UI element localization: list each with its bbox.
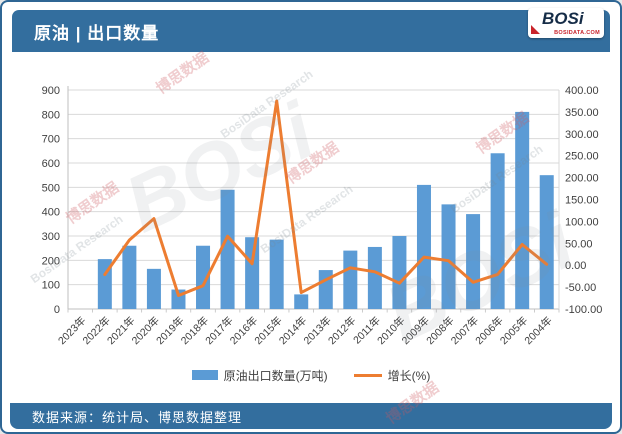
x-label-2012: 2012年: [325, 314, 358, 347]
bar-series-swatch: [191, 370, 218, 380]
y-axis-right-label: -50.00: [565, 282, 596, 294]
bar-2009: [416, 184, 431, 309]
bar-2008: [441, 204, 456, 309]
bar-2014: [294, 294, 309, 309]
y-axis-left-label: 600: [42, 158, 60, 170]
bar-2010: [392, 236, 407, 309]
y-axis-right-label: 400.00: [565, 85, 599, 97]
y-axis-right-label: 200.00: [565, 173, 599, 185]
logo-triangle-icon: [531, 25, 540, 34]
logo-domain: BOSIDATA.COM: [554, 30, 600, 36]
bar-2018: [196, 245, 211, 309]
y-axis-left-label: 400: [42, 207, 60, 219]
page-title: 原油 | 出口数量: [34, 23, 160, 43]
y-axis-left-label: 0: [54, 304, 60, 316]
y-axis-left-label: 700: [42, 134, 60, 146]
title-bar: 原油 | 出口数量: [12, 10, 610, 52]
bar-2004: [539, 175, 554, 309]
bar-2013: [318, 270, 333, 309]
y-axis-right-label: 350.00: [565, 107, 599, 119]
bosi-logo: BOSi BOSIDATA.COM: [528, 8, 604, 38]
y-axis-left-label: 100: [42, 280, 60, 292]
bar-2017: [220, 189, 235, 309]
y-axis-right-label: -100.00: [565, 304, 602, 316]
y-axis-right-label: 0.00: [565, 260, 586, 272]
legend-item-bars: 原油出口数量(万吨): [191, 367, 328, 384]
y-axis-left-label: 200: [42, 255, 60, 267]
y-axis-right-label: 100.00: [565, 216, 599, 228]
bar-series-label: 原油出口数量(万吨): [223, 368, 328, 383]
bar-2021: [122, 245, 137, 309]
bar-2006: [490, 153, 505, 309]
legend-item-line: 增长(%): [353, 367, 431, 384]
bar-2016: [245, 237, 260, 309]
line-series-label: 增长(%): [387, 368, 431, 383]
bar-2012: [343, 250, 358, 309]
data-source-text: 数据来源：统计局、博思数据整理: [32, 409, 243, 425]
y-axis-left-label: 300: [42, 231, 60, 243]
bar-2005: [515, 111, 530, 310]
line-series-swatch: [353, 373, 382, 377]
bar-2007: [466, 214, 481, 309]
chart-legend: 原油出口数量(万吨) 增长(%): [2, 366, 620, 384]
y-axis-right-label: 50.00: [565, 238, 593, 250]
x-label-2004: 2004年: [522, 314, 555, 347]
source-bar: 数据来源：统计局、博思数据整理: [10, 403, 612, 429]
growth-line: [103, 99, 549, 297]
bar-2011: [367, 246, 382, 309]
y-axis-right-label: 300.00: [565, 129, 599, 141]
bar-2020: [146, 268, 161, 309]
y-axis-left-label: 500: [42, 182, 60, 194]
y-axis-left-label: 900: [42, 85, 60, 97]
y-axis-right-label: 150.00: [565, 195, 599, 207]
y-axis-right-label: 250.00: [565, 151, 599, 163]
bar-2015: [269, 239, 284, 309]
logo-text: BOSi: [542, 9, 584, 28]
y-axis-left-label: 800: [42, 109, 60, 121]
